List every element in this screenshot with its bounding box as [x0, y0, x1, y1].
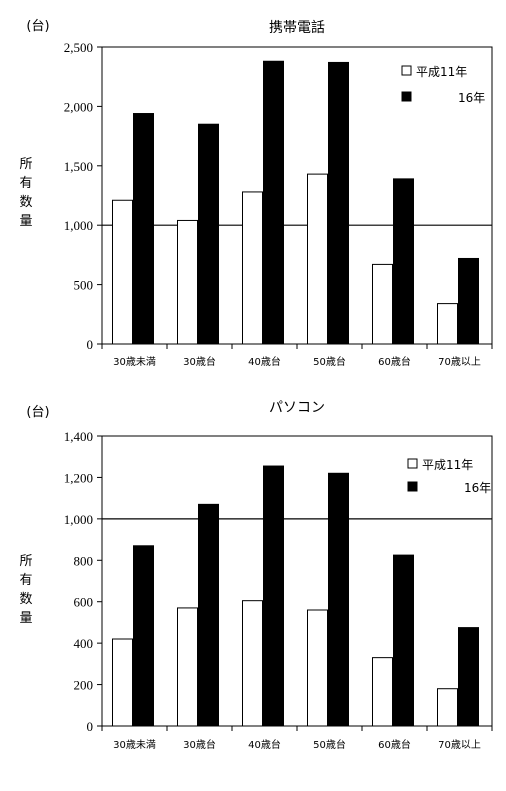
- y-axis-label-char: 有: [19, 573, 32, 588]
- y-tick-label: 800: [74, 553, 94, 568]
- bar-heisei11: [372, 657, 393, 727]
- x-category-label: 30歳未満: [113, 356, 156, 368]
- y-tick-label: 0: [87, 337, 94, 352]
- x-category-label: 70歳以上: [438, 356, 481, 368]
- y-tick-label: 1,000: [64, 218, 93, 233]
- y-tick-label: 1,500: [64, 159, 93, 174]
- x-category-label: 30歳台: [183, 738, 216, 751]
- y-tick-label: 1,400: [64, 429, 93, 444]
- plot-frame: [101, 46, 493, 345]
- y-tick-label: 400: [74, 636, 94, 651]
- bar-heisei11: [372, 263, 393, 345]
- y-unit-label: (台): [26, 19, 49, 34]
- y-axis-label-char: 量: [19, 214, 32, 229]
- y-axis-label-char: 所: [19, 157, 32, 172]
- x-category-label: 70歳以上: [438, 739, 481, 751]
- pc-chart: パソコン (台) 所有数量 0 200 400 600 800 1,000 1,200 1,400 3…: [19, 400, 493, 751]
- y-axis-label-char: 有: [19, 176, 32, 191]
- x-category-label: 50歳台: [313, 738, 346, 751]
- bar-16nen: [328, 472, 349, 727]
- x-category-label: 40歳台: [248, 738, 281, 751]
- y-tick-label: 2,500: [64, 40, 93, 55]
- y-axis-label-char: 所: [19, 554, 32, 569]
- bar-heisei11: [437, 303, 458, 345]
- y-tick-label: 200: [74, 678, 94, 693]
- chart-title: パソコン: [269, 400, 325, 416]
- legend-label: 16年: [458, 91, 485, 105]
- bar-16nen: [198, 123, 219, 345]
- bar-heisei11: [242, 191, 263, 345]
- x-category-label: 30歳未満: [113, 739, 156, 751]
- y-tick-label: 500: [74, 278, 94, 293]
- bar-16nen: [198, 503, 219, 727]
- bar-16nen: [133, 113, 154, 345]
- y-tick-label: 1,000: [64, 512, 93, 527]
- y-tick-label: 1,200: [64, 470, 93, 485]
- bar-16nen: [263, 465, 284, 727]
- bar-heisei11: [242, 600, 263, 727]
- plot-frame: [101, 435, 493, 727]
- bar-16nen: [458, 627, 479, 727]
- y-axis-label-char: 量: [19, 611, 32, 626]
- bar-16nen: [328, 61, 349, 345]
- bar-heisei11: [177, 219, 198, 345]
- bar-16nen: [263, 60, 284, 345]
- bar-heisei11: [112, 199, 133, 345]
- legend-label: 平成11年: [422, 458, 473, 472]
- mobile-phone-chart: 携帯電話 (台) 所有数量 0 500 1,000 1,500 2,000 2,500 30歳未満…: [19, 19, 493, 368]
- chart-title: 携帯電話: [269, 19, 325, 36]
- bar-16nen: [393, 554, 414, 727]
- x-category-label: 60歳台: [378, 355, 411, 368]
- bar-heisei11: [307, 609, 328, 727]
- y-axis-label-char: 数: [19, 195, 32, 210]
- bar-16nen: [393, 178, 414, 345]
- y-tick-label: 600: [74, 595, 94, 610]
- y-unit-label: (台): [26, 405, 49, 420]
- legend-swatch-heisei11: [407, 458, 418, 469]
- x-category-label: 50歳台: [313, 355, 346, 368]
- bar-heisei11: [307, 173, 328, 345]
- bar-16nen: [133, 545, 154, 727]
- legend-label: 平成11年: [416, 65, 467, 79]
- bar-heisei11: [437, 688, 458, 727]
- y-axis-label: 所有数量: [19, 554, 32, 626]
- x-category-label: 30歳台: [183, 355, 216, 368]
- x-category-label: 40歳台: [248, 355, 281, 368]
- y-axis-label-char: 数: [19, 592, 32, 607]
- x-category-label: 60歳台: [378, 738, 411, 751]
- legend-swatch-heisei11: [401, 65, 412, 76]
- y-axis-label: 所有数量: [19, 157, 32, 229]
- legend-swatch-16nen: [407, 481, 418, 492]
- bar-heisei11: [177, 607, 198, 727]
- legend-label: 16年: [464, 481, 491, 495]
- legend-swatch-16nen: [401, 91, 412, 102]
- y-tick-label: 2,000: [64, 99, 93, 114]
- bar-16nen: [458, 257, 479, 345]
- y-tick-label: 0: [87, 719, 94, 734]
- bar-heisei11: [112, 638, 133, 727]
